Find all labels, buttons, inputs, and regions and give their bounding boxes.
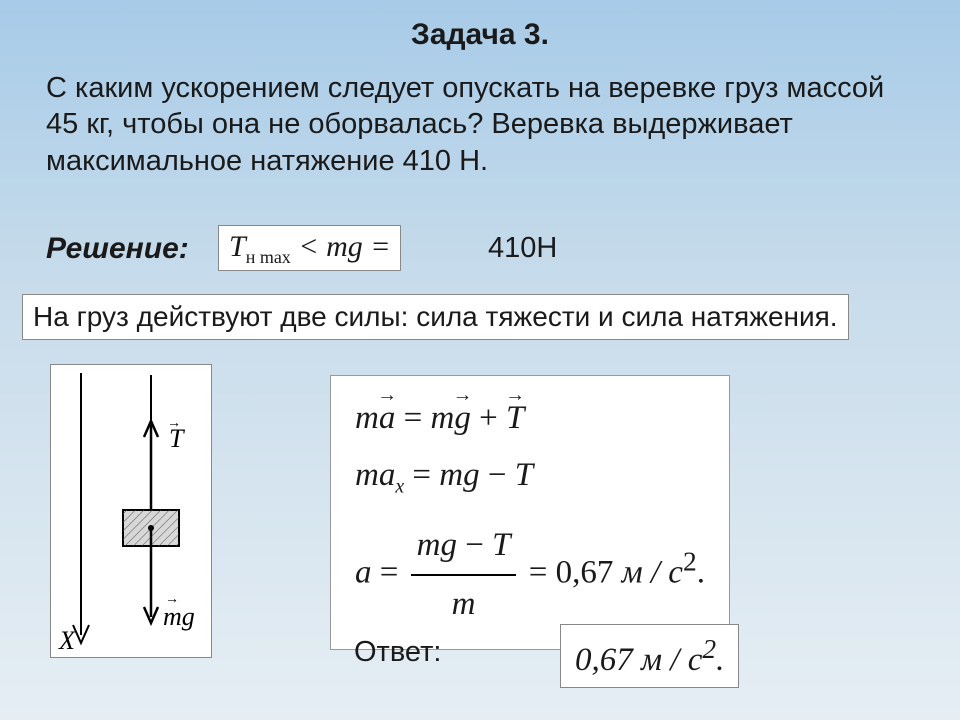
svg-text:→: → <box>165 592 179 607</box>
equation-block: ma = mg + T max = mg − T a = mg − Tm = 0… <box>330 375 730 650</box>
tmax-value: 410Н <box>488 232 557 265</box>
solution-label: Решение: <box>46 232 189 266</box>
problem-statement: С каким ускорением следует опускать на в… <box>46 70 906 179</box>
forces-statement-box: На груз действуют две силы: сила тяжести… <box>22 294 849 340</box>
force-diagram: X T → mg → <box>50 364 212 658</box>
tmax-inequality-box: Tн max < mg = <box>218 225 401 271</box>
equation-line-3: a = mg − Tm = 0,67 м / с2. <box>355 519 705 631</box>
answer-label: Ответ: <box>354 636 441 669</box>
equation-line-2: max = mg − T <box>355 449 705 503</box>
problem-title: Задача 3. <box>0 18 960 52</box>
axis-x-label: X <box>58 626 76 655</box>
svg-text:→: → <box>167 416 181 431</box>
equation-line-1: ma = mg + T <box>355 392 705 445</box>
answer-value-box: 0,67 м / с2. <box>560 624 739 688</box>
